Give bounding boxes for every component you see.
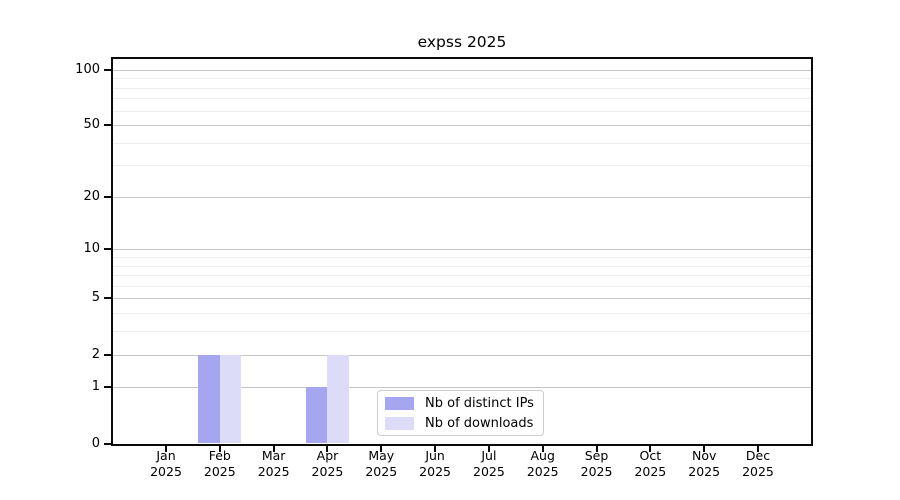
y-gridline-minor	[113, 87, 811, 89]
bar-downloads	[219, 354, 242, 444]
x-tick-label: Jun 2025	[403, 448, 467, 479]
y-gridline-minor	[113, 265, 811, 267]
x-tick-label-month: May	[368, 448, 395, 463]
y-gridline-major	[113, 125, 811, 127]
y-tick-label: 10	[83, 241, 100, 257]
x-tick-label-month: Aug	[530, 448, 555, 463]
y-tick-label: 20	[83, 188, 100, 204]
x-tick-label: Nov 2025	[672, 448, 736, 479]
y-tick-label: 50	[83, 117, 100, 133]
x-tick-label-year: 2025	[203, 463, 236, 479]
x-tick-mark	[165, 445, 167, 452]
x-tick-label: Jul 2025	[457, 448, 521, 479]
x-tick-mark	[272, 445, 275, 452]
x-tick-label: Oct 2025	[618, 448, 682, 479]
y-gridline-major	[113, 387, 811, 389]
x-tick-label-month: Oct	[639, 448, 662, 463]
x-tick-label-year: 2025	[688, 463, 721, 479]
x-tick-label-month: Mar	[261, 448, 286, 463]
x-tick-mark	[487, 445, 490, 452]
y-tick-mark	[104, 442, 111, 445]
x-tick-mark	[649, 445, 652, 452]
y-gridline-minor	[113, 142, 811, 144]
y-tick-label: 2	[91, 346, 100, 362]
x-tick-mark	[703, 445, 706, 452]
x-tick-label-month: Feb	[208, 448, 231, 463]
x-tick-label: May 2025	[349, 448, 413, 479]
x-tick-label: Aug 2025	[511, 448, 575, 479]
plot-area	[111, 57, 813, 446]
x-tick-label-year: 2025	[257, 463, 290, 479]
y-gridline-major	[113, 249, 811, 251]
y-tick-mark	[104, 248, 111, 251]
y-tick-label: 0	[91, 435, 100, 451]
y-tick-mark	[104, 386, 111, 389]
x-tick-mark	[595, 445, 598, 452]
y-tick-mark	[104, 195, 111, 198]
x-tick-mark	[218, 445, 221, 452]
legend-label-downloads: Nb of downloads	[425, 415, 534, 431]
x-tick-label-month: Nov	[691, 448, 717, 463]
y-gridline-minor	[113, 257, 811, 259]
x-tick-label-month: Apr	[316, 448, 339, 463]
x-tick-label: Apr 2025	[295, 448, 359, 479]
x-tick-mark	[756, 445, 759, 452]
legend: Nb of distinct IPs Nb of downloads	[377, 390, 544, 436]
bar-downloads	[327, 354, 349, 444]
x-tick-label-year: 2025	[742, 463, 774, 479]
x-tick-mark	[380, 445, 383, 452]
legend-item-downloads: Nb of downloads	[378, 415, 543, 431]
y-gridline-minor	[113, 331, 811, 333]
y-tick-label: 100	[75, 61, 100, 77]
bar-distinct-ips	[198, 354, 220, 444]
x-tick-label: Mar 2025	[242, 448, 306, 479]
x-tick-label-month: Jul	[481, 448, 497, 463]
y-tick-label: 1	[91, 379, 100, 395]
x-tick-mark	[326, 445, 329, 452]
y-tick-mark	[104, 297, 111, 300]
legend-swatch-distinct-ips	[385, 396, 414, 410]
x-tick-label-year: 2025	[419, 463, 451, 479]
x-tick-label-year: 2025	[580, 463, 613, 479]
x-tick-label-year: 2025	[311, 463, 344, 479]
x-tick-label: Sep 2025	[565, 448, 629, 479]
x-tick-mark	[541, 445, 544, 452]
x-tick-label: Dec 2025	[726, 448, 790, 479]
y-gridline-major	[113, 69, 811, 71]
chart-title: expss 2025	[417, 33, 507, 51]
x-tick-label-year: 2025	[634, 463, 667, 479]
x-tick-label-month: Dec	[745, 448, 771, 463]
x-tick-label-year: 2025	[150, 463, 182, 479]
y-gridline-major	[113, 354, 811, 356]
x-tick-label-month: Jun	[425, 448, 445, 463]
bar-distinct-ips	[305, 387, 328, 444]
x-tick-label: Jan 2025	[134, 448, 198, 479]
y-tick-label: 5	[91, 290, 100, 306]
x-tick-label: Feb 2025	[188, 448, 252, 479]
y-gridline-major	[113, 196, 811, 198]
y-gridline-minor	[113, 78, 811, 80]
x-tick-label-month: Sep	[584, 448, 609, 463]
y-tick-mark	[104, 124, 111, 127]
y-tick-mark	[104, 68, 111, 71]
x-tick-label-year: 2025	[526, 463, 559, 479]
y-gridline-major	[113, 298, 811, 300]
legend-swatch-downloads	[385, 416, 414, 430]
x-tick-label-month: Jan	[156, 448, 176, 463]
y-gridline-minor	[113, 165, 811, 167]
y-gridline-minor	[113, 98, 811, 100]
y-tick-mark	[104, 353, 111, 356]
x-tick-label-year: 2025	[365, 463, 398, 479]
y-gridline-minor	[113, 285, 811, 287]
x-tick-label-year: 2025	[473, 463, 505, 479]
legend-item-distinct-ips: Nb of distinct IPs	[378, 395, 543, 411]
x-tick-mark	[434, 445, 437, 452]
y-gridline-minor	[113, 275, 811, 277]
y-gridline-minor	[113, 313, 811, 315]
y-gridline-minor	[113, 110, 811, 112]
legend-label-distinct-ips: Nb of distinct IPs	[425, 395, 534, 411]
